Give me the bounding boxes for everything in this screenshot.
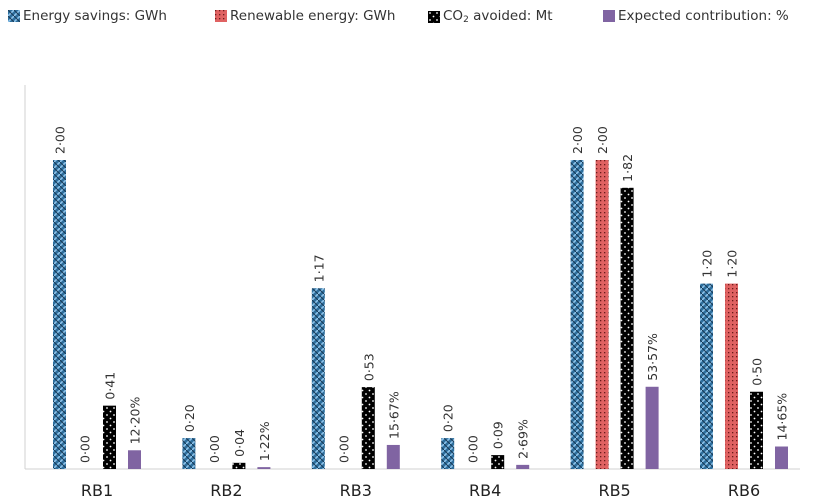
data-label-co2-avoided-rb6: 0·50 <box>750 358 765 386</box>
bar-co2-avoided-rb3 <box>361 387 375 469</box>
data-label-energy-savings-rb4: 0·20 <box>441 404 456 432</box>
data-label-co2-avoided-rb5: 1·82 <box>620 154 635 182</box>
data-label-expected-contribution-rb3: 15·67% <box>386 391 401 439</box>
bar-expected-contribution-rb5 <box>645 386 659 469</box>
x-tick-label-rb3: RB3 <box>340 481 372 500</box>
bar-energy-savings-rb2 <box>182 438 196 469</box>
data-label-expected-contribution-rb1: 12·20% <box>128 396 143 444</box>
data-label-expected-contribution-rb4: 2·69% <box>516 419 531 459</box>
legend-item-expected-contribution: Expected contribution: % <box>603 8 789 24</box>
data-label-renewable-energy-rb3: 0·00 <box>336 435 351 463</box>
legend-label-energy-savings: Energy savings: GWh <box>23 8 167 24</box>
bar-co2-avoided-rb2 <box>232 462 246 469</box>
data-label-co2-avoided-rb3: 0·53 <box>361 353 376 381</box>
bar-energy-savings-rb4 <box>441 438 455 469</box>
x-tick-label-rb5: RB5 <box>598 481 630 500</box>
data-label-energy-savings-rb5: 2·00 <box>570 126 585 154</box>
data-label-renewable-energy-rb1: 0·00 <box>78 435 93 463</box>
legend-item-co2-avoided: CO2 avoided: Mt <box>428 8 553 25</box>
bar-expected-contribution-rb4 <box>516 464 530 469</box>
bar-expected-contribution-rb1 <box>128 450 141 469</box>
legend-item-renewable-energy: Renewable energy: GWh <box>215 8 395 24</box>
data-label-energy-savings-rb1: 2·00 <box>53 126 68 154</box>
data-label-co2-avoided-rb2: 0·04 <box>232 429 247 457</box>
data-label-co2-avoided-rb1: 0·41 <box>103 372 118 400</box>
bar-co2-avoided-rb1 <box>103 405 116 469</box>
legend-swatch-energy-savings <box>8 10 20 22</box>
data-label-energy-savings-rb6: 1·20 <box>700 250 715 278</box>
plot-area: 2·00 0·00 0·41 12·20% RB1 0·20 0·00 0·04 1·22% RB… <box>24 85 800 500</box>
bar-expected-contribution-rb2 <box>257 467 271 469</box>
data-label-expected-contribution-rb5: 53·57% <box>645 333 660 381</box>
data-label-renewable-energy-rb4: 0·00 <box>466 435 481 463</box>
bar-energy-savings-rb1 <box>53 160 66 469</box>
legend-item-energy-savings: Energy savings: GWh <box>8 8 167 24</box>
legend-label-renewable-energy: Renewable energy: GWh <box>230 8 396 24</box>
x-tick-label-rb2: RB2 <box>210 481 242 500</box>
data-label-expected-contribution-rb6: 14·65% <box>775 393 790 441</box>
legend-label-co2-part1: CO <box>443 8 464 24</box>
data-label-co2-avoided-rb4: 0·09 <box>491 421 506 449</box>
data-label-expected-contribution-rb2: 1·22% <box>257 421 272 461</box>
bar-co2-avoided-rb5 <box>620 187 634 469</box>
data-label-renewable-energy-rb5: 2·00 <box>595 126 610 154</box>
legend: Energy savings: GWh Renewable energy: GW… <box>0 8 817 32</box>
legend-swatch-expected-contribution <box>603 10 615 22</box>
bar-co2-avoided-rb4 <box>491 455 505 469</box>
bar-renewable-energy-rb6 <box>725 283 738 469</box>
bar-energy-savings-rb3 <box>311 288 325 469</box>
x-tick-label-rb4: RB4 <box>469 481 501 500</box>
bar-expected-contribution-rb3 <box>386 444 400 469</box>
bar-expected-contribution-rb6 <box>775 446 788 469</box>
x-tick-label-rb1: RB1 <box>81 481 113 500</box>
data-label-energy-savings-rb2: 0·20 <box>182 404 197 432</box>
legend-label-co2-part2: avoided: Mt <box>468 8 553 24</box>
data-label-energy-savings-rb3: 1·17 <box>311 254 326 282</box>
bar-co2-avoided-rb6 <box>750 391 763 469</box>
bar-energy-savings-rb6 <box>700 283 713 469</box>
legend-label-co2-subscript: 2 <box>463 15 469 25</box>
bar-energy-savings-rb5 <box>570 160 584 469</box>
data-label-renewable-energy-rb2: 0·00 <box>207 435 222 463</box>
x-tick-label-rb6: RB6 <box>728 481 760 500</box>
bar-renewable-energy-rb5 <box>595 160 609 469</box>
legend-label-expected-contribution: Expected contribution: % <box>618 8 789 24</box>
legend-swatch-co2-avoided <box>428 10 440 23</box>
data-label-renewable-energy-rb6: 1·20 <box>725 250 740 278</box>
legend-label-co2-avoided: CO2 avoided: Mt <box>443 8 553 25</box>
legend-swatch-renewable-energy <box>215 10 227 22</box>
